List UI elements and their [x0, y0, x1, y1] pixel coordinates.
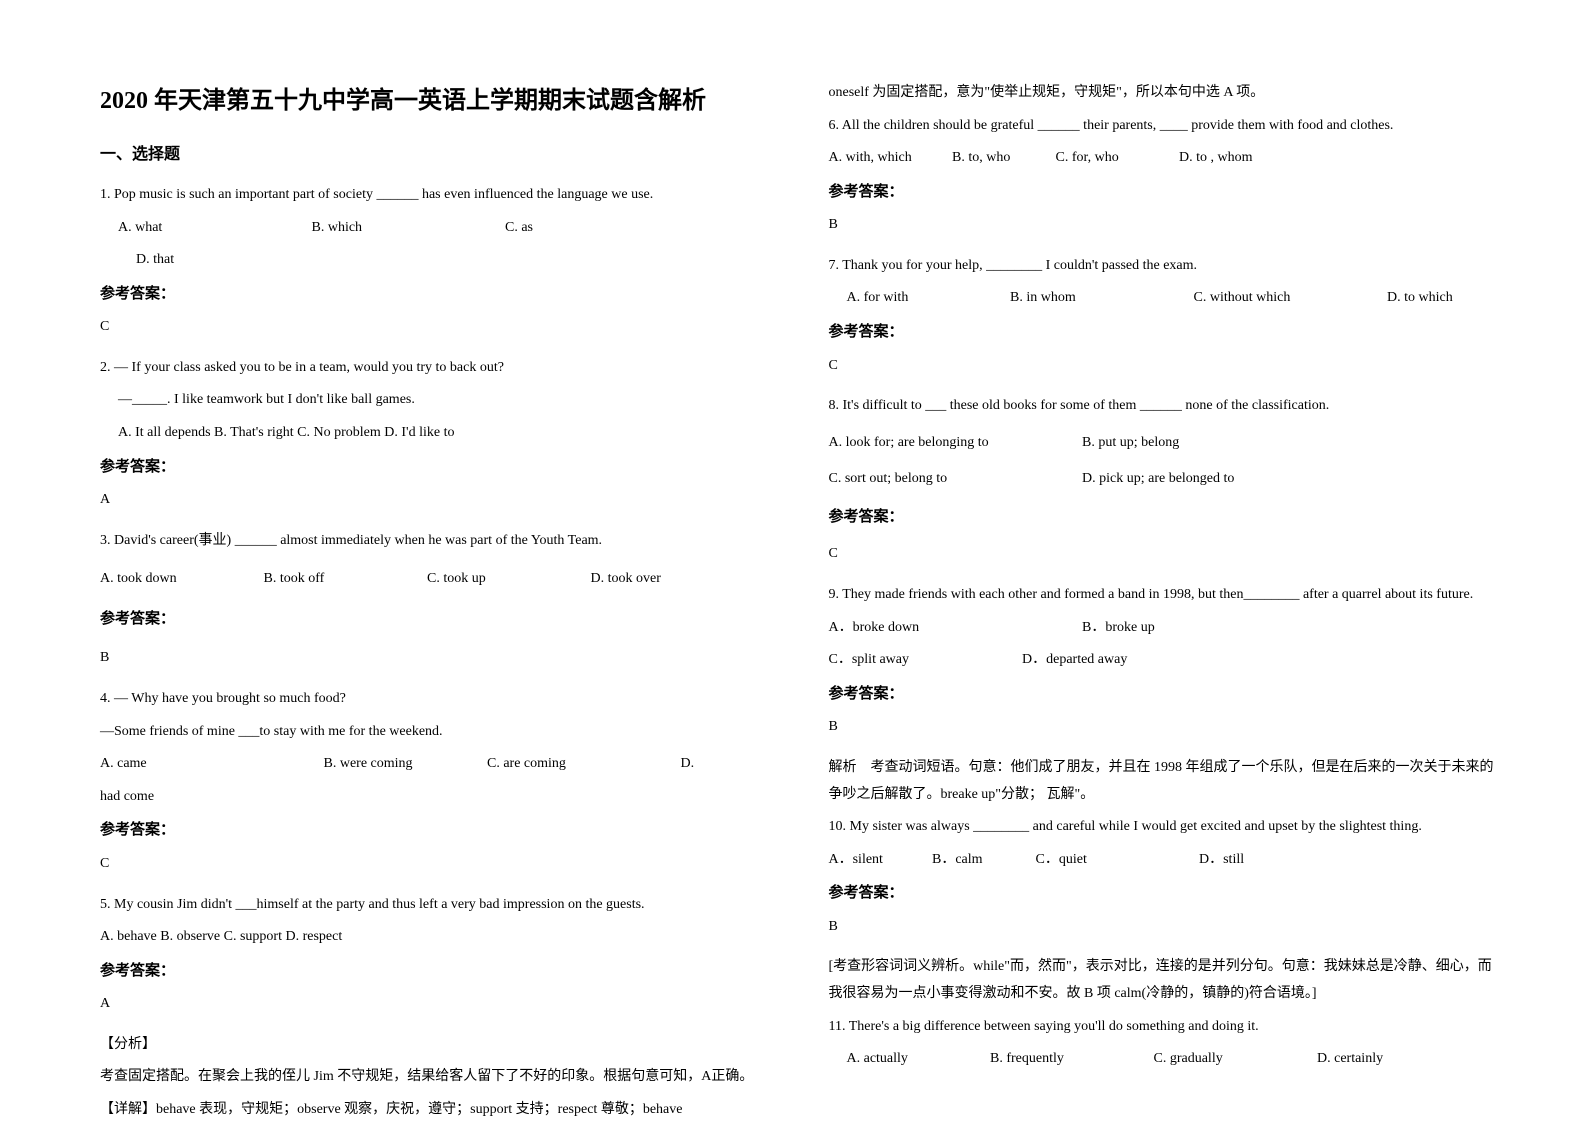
q10-opt-b: B．calm — [932, 847, 1032, 874]
q7-opt-c: C. without which — [1194, 285, 1384, 312]
question-9-options-row1: A．broke down B．broke up — [829, 615, 1498, 642]
question-2-options: A. It all depends B. That's right C. No … — [100, 420, 769, 447]
q1-opt-a: A. what — [118, 215, 308, 242]
q1-answer: C — [100, 314, 769, 341]
question-4-options: A. came B. were coming C. are coming D. — [100, 751, 769, 778]
question-10-options: A．silent B．calm C．quiet D．still — [829, 847, 1498, 874]
question-7: 7. Thank you for your help, ________ I c… — [829, 253, 1498, 280]
question-6: 6. All the children should be grateful _… — [829, 113, 1498, 140]
q5-continuation: oneself 为固定搭配，意为"使举止规矩，守规矩"，所以本句中选 A 项。 — [829, 80, 1498, 107]
question-4-line3: had come — [100, 784, 769, 811]
q3-answer-label: 参考答案： — [100, 605, 769, 634]
q10-answer: B — [829, 914, 1498, 941]
q3-opt-a: A. took down — [100, 566, 260, 593]
q3-opt-c: C. took up — [427, 566, 587, 593]
q5-answer: A — [100, 991, 769, 1018]
q4-opt-c: C. are coming — [487, 751, 677, 778]
question-5: 5. My cousin Jim didn't ___himself at th… — [100, 892, 769, 919]
q7-opt-b: B. in whom — [1010, 285, 1190, 312]
q2-answer: A — [100, 487, 769, 514]
question-2-line2: —_____. I like teamwork but I don't like… — [100, 387, 769, 414]
question-1: 1. Pop music is such an important part o… — [100, 182, 769, 209]
question-11: 11. There's a big difference between say… — [829, 1014, 1498, 1041]
question-1-options: A. what B. which C. as — [100, 215, 769, 242]
q3-opt-b: B. took off — [264, 566, 424, 593]
question-9: 9. They made friends with each other and… — [829, 582, 1498, 609]
q6-opt-b: B. to, who — [952, 145, 1052, 172]
q11-opt-c: C. gradually — [1154, 1046, 1314, 1073]
q9-opt-d: D．departed away — [1022, 647, 1127, 674]
q8-opt-c: C. sort out; belong to — [829, 466, 1079, 493]
q1-opt-d-line: D. that — [100, 247, 769, 274]
q10-opt-a: A．silent — [829, 847, 929, 874]
right-column: oneself 为固定搭配，意为"使举止规矩，守规矩"，所以本句中选 A 项。 … — [799, 80, 1498, 1082]
q10-answer-label: 参考答案： — [829, 879, 1498, 908]
q7-opt-d: D. to which — [1387, 285, 1453, 312]
q5-exp1: 【分析】 — [100, 1032, 769, 1059]
question-4: 4. — Why have you brought so much food? — [100, 686, 769, 713]
q1-opt-b: B. which — [312, 215, 502, 242]
q10-opt-d: D．still — [1199, 847, 1244, 874]
q9-opt-a: A．broke down — [829, 615, 1079, 642]
q4-opt-a: A. came — [100, 751, 320, 778]
q11-opt-a: A. actually — [847, 1046, 987, 1073]
q4-answer-label: 参考答案： — [100, 816, 769, 845]
left-column: 2020 年天津第五十九中学高一英语上学期期末试题含解析 一、选择题 1. Po… — [100, 80, 799, 1082]
q6-answer: B — [829, 212, 1498, 239]
section-1-header: 一、选择题 — [100, 140, 769, 164]
q5-answer-label: 参考答案： — [100, 957, 769, 986]
question-5-options: A. behave B. observe C. support D. respe… — [100, 924, 769, 951]
q9-opt-b: B．broke up — [1082, 615, 1155, 642]
q9-exp1: 解析 考查动词短语。句意：他们成了朋友，并且在 1998 年组成了一个乐队，但是… — [829, 755, 1498, 808]
q4-opt-b: B. were coming — [324, 751, 484, 778]
question-8: 8. It's difficult to ___ these old books… — [829, 393, 1498, 420]
question-2: 2. — If your class asked you to be in a … — [100, 355, 769, 382]
q8-opt-d: D. pick up; are belonged to — [1082, 466, 1234, 493]
q11-opt-b: B. frequently — [990, 1046, 1150, 1073]
q9-answer: B — [829, 714, 1498, 741]
question-8-options-row2: C. sort out; belong to D. pick up; are b… — [829, 466, 1498, 493]
question-3: 3. David's career(事业) ______ almost imme… — [100, 528, 769, 555]
q10-opt-c: C．quiet — [1036, 847, 1196, 874]
q5-exp2: 考查固定搭配。在聚会上我的侄儿 Jim 不守规矩，结果给客人留下了不好的印象。根… — [100, 1064, 769, 1091]
q6-answer-label: 参考答案： — [829, 178, 1498, 207]
q9-answer-label: 参考答案： — [829, 680, 1498, 709]
q8-opt-b: B. put up; belong — [1082, 430, 1179, 457]
question-8-options-row1: A. look for; are belonging to B. put up;… — [829, 430, 1498, 457]
q8-answer: C — [829, 541, 1498, 568]
q2-answer-label: 参考答案： — [100, 453, 769, 482]
q1-opt-d: D. that — [118, 252, 174, 267]
q8-opt-a: A. look for; are belonging to — [829, 430, 1079, 457]
q1-answer-label: 参考答案： — [100, 280, 769, 309]
question-9-options-row2: C．split away D．departed away — [829, 647, 1498, 674]
q3-answer: B — [100, 645, 769, 672]
question-10: 10. My sister was always ________ and ca… — [829, 814, 1498, 841]
question-11-options: A. actually B. frequently C. gradually D… — [829, 1046, 1498, 1073]
q5-exp3: 【详解】behave 表现，守规矩；observe 观察，庆祝，遵守；suppo… — [100, 1097, 769, 1124]
question-6-options: A. with, which B. to, who C. for, who D.… — [829, 145, 1498, 172]
q10-exp1: [考查形容词词义辨析。while"而，然而"，表示对比，连接的是并列分句。句意：… — [829, 954, 1498, 1007]
q6-opt-d: D. to , whom — [1179, 145, 1253, 172]
q8-answer-label: 参考答案： — [829, 503, 1498, 532]
q7-opt-a: A. for with — [847, 285, 1007, 312]
q6-opt-a: A. with, which — [829, 145, 949, 172]
question-7-options: A. for with B. in whom C. without which … — [829, 285, 1498, 312]
q3-opt-d: D. took over — [591, 566, 661, 593]
q7-answer-label: 参考答案： — [829, 318, 1498, 347]
q7-answer: C — [829, 353, 1498, 380]
document-title: 2020 年天津第五十九中学高一英语上学期期末试题含解析 — [100, 80, 769, 115]
q11-opt-d: D. certainly — [1317, 1046, 1383, 1073]
question-3-options: A. took down B. took off C. took up D. t… — [100, 566, 769, 593]
q9-opt-c: C．split away — [829, 647, 1019, 674]
question-4-line2: —Some friends of mine ___to stay with me… — [100, 719, 769, 746]
q4-answer: C — [100, 851, 769, 878]
q1-opt-c: C. as — [505, 215, 533, 242]
q4-opt-d: D. — [681, 751, 695, 778]
q6-opt-c: C. for, who — [1056, 145, 1176, 172]
